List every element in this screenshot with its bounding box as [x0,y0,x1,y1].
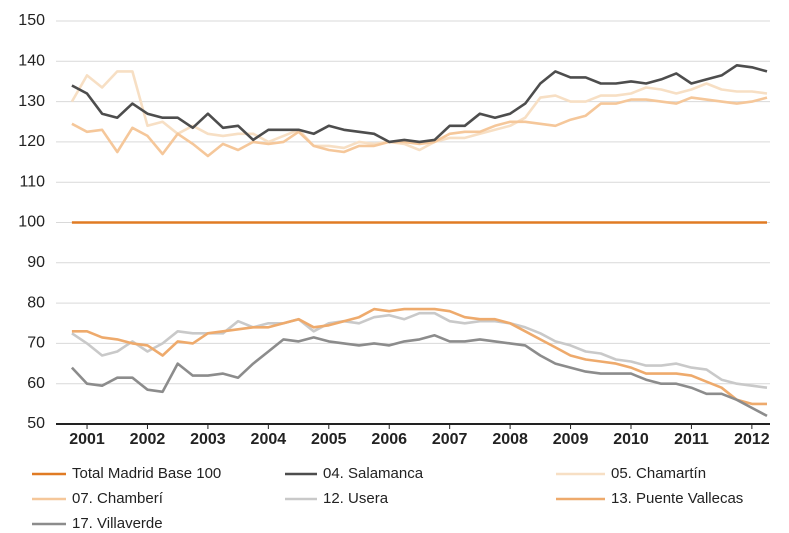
x-tick-label: 2006 [371,431,407,448]
x-tick-label: 2001 [69,431,105,448]
x-tick-label: 2008 [492,431,528,448]
y-tick-label: 100 [18,214,45,231]
y-tick-label: 150 [18,12,45,29]
series-line [70,334,768,418]
y-tick-label: 70 [27,335,45,352]
x-tick-label: 2002 [130,431,166,448]
x-tick-label: 2007 [432,431,468,448]
y-tick-label: 120 [18,133,45,150]
y-tick-label: 130 [18,93,45,110]
y-tick-label: 110 [19,173,45,190]
legend-label: 07. Chamberí [72,490,164,507]
x-tick-label: 2009 [553,431,589,448]
y-tick-label: 90 [27,254,45,271]
x-tick-label: 2012 [734,431,770,448]
y-tick-label: 80 [27,294,45,311]
series-line [71,307,767,406]
x-tick-label: 2010 [613,431,649,448]
series-line [71,96,768,158]
x-tick-label: 2011 [674,431,709,448]
legend-label: Total Madrid Base 100 [72,465,221,482]
legend-label: 05. Chamartín [611,465,706,482]
series-line [70,70,768,152]
series-line [71,311,768,389]
x-tick-label: 2003 [190,431,226,448]
legend-label: 04. Salamanca [323,465,424,482]
y-tick-label: 60 [27,375,45,392]
y-tick-label: 50 [27,415,45,432]
legend-label: 12. Usera [323,490,389,507]
legend-label: 13. Puente Vallecas [611,490,743,507]
x-tick-label: 2005 [311,431,347,448]
x-tick-label: 2004 [251,431,287,448]
series-line [71,64,768,144]
y-tick-label: 140 [18,53,45,70]
legend-label: 17. Villaverde [72,515,163,532]
